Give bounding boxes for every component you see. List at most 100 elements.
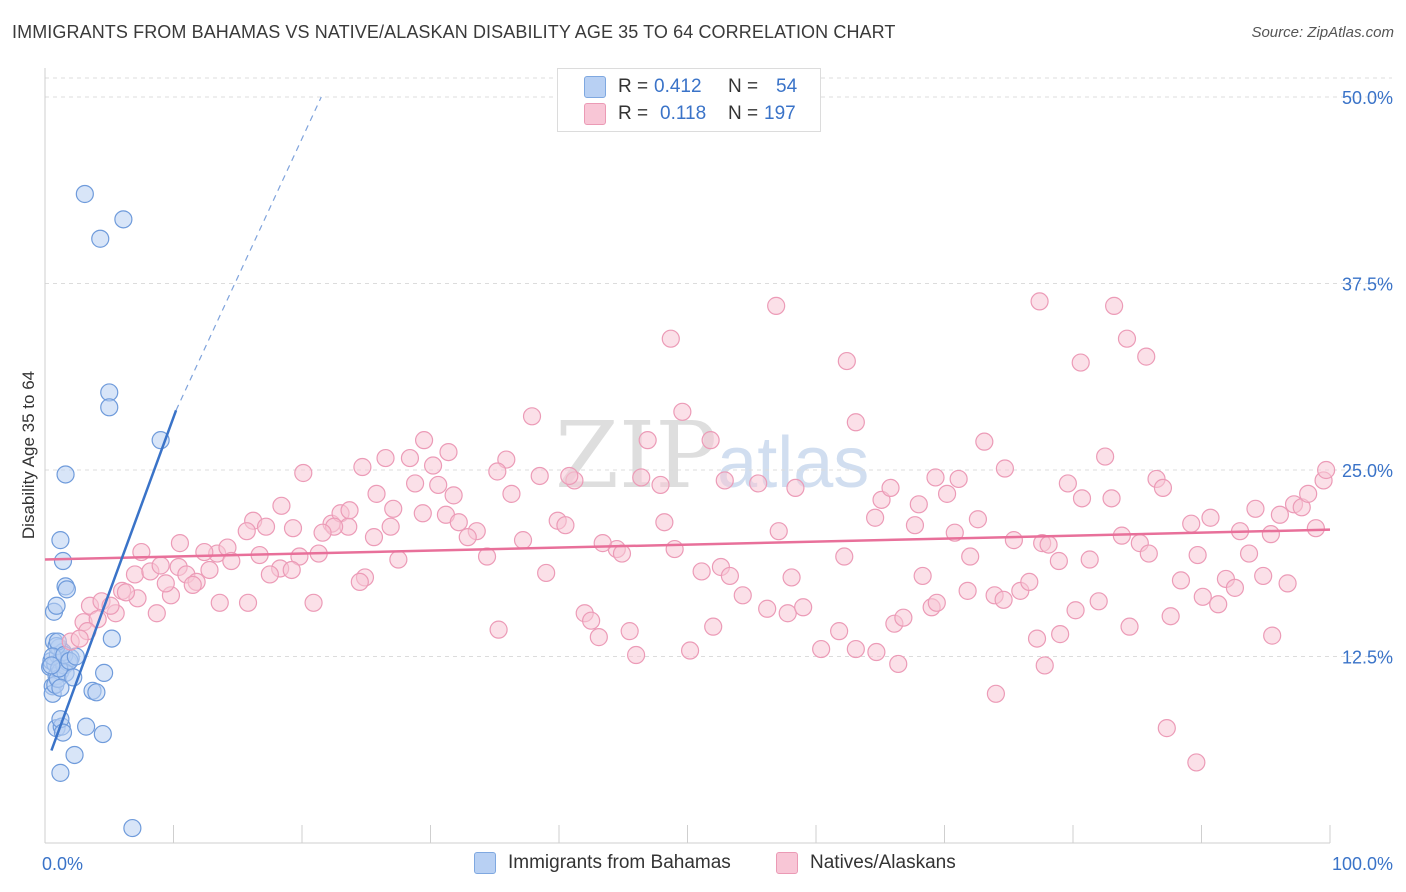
point-natives-alaskans bbox=[612, 544, 632, 563]
point-immigrants-bahamas bbox=[51, 678, 70, 697]
legend-n-label: N = bbox=[728, 103, 759, 124]
point-natives-alaskans bbox=[769, 522, 788, 541]
point-natives-alaskans bbox=[1105, 296, 1124, 315]
point-natives-alaskans bbox=[125, 565, 145, 584]
point-natives-alaskans bbox=[238, 593, 258, 612]
point-immigrants-bahamas bbox=[87, 683, 106, 702]
point-natives-alaskans bbox=[651, 475, 670, 495]
point-natives-alaskans bbox=[830, 622, 849, 641]
point-natives-alaskans bbox=[846, 413, 865, 432]
point-natives-alaskans bbox=[1072, 489, 1092, 508]
y-tick-label: 50.0% bbox=[1342, 88, 1393, 108]
point-natives-alaskans bbox=[294, 463, 313, 483]
legend-n-value: 54 bbox=[776, 76, 798, 97]
point-natives-alaskans bbox=[767, 296, 786, 315]
point-natives-alaskans bbox=[894, 608, 913, 627]
point-natives-alaskans bbox=[1066, 601, 1085, 620]
point-immigrants-bahamas bbox=[65, 745, 84, 765]
point-natives-alaskans bbox=[927, 593, 946, 612]
point-natives-alaskans bbox=[488, 462, 507, 481]
point-natives-alaskans bbox=[632, 468, 651, 487]
point-natives-alaskans bbox=[237, 522, 256, 541]
point-natives-alaskans bbox=[846, 639, 865, 659]
point-natives-alaskans bbox=[200, 560, 219, 580]
point-natives-alaskans bbox=[1027, 629, 1047, 648]
point-immigrants-bahamas bbox=[51, 531, 70, 550]
point-natives-alaskans bbox=[1270, 505, 1289, 524]
point-natives-alaskans bbox=[1080, 550, 1099, 569]
point-natives-alaskans bbox=[151, 556, 170, 575]
point-natives-alaskans bbox=[1071, 353, 1090, 372]
legend-item-natives[interactable]: Natives/Alaskans bbox=[776, 852, 956, 874]
point-natives-alaskans bbox=[1188, 545, 1207, 565]
y-tick-label: 25.0% bbox=[1342, 461, 1393, 481]
point-natives-alaskans bbox=[272, 496, 291, 515]
point-natives-alaskans bbox=[680, 641, 700, 660]
point-natives-alaskans bbox=[400, 448, 420, 468]
point-natives-alaskans bbox=[704, 617, 723, 636]
trend-extension-bahamas bbox=[175, 96, 322, 411]
point-natives-alaskans bbox=[881, 478, 900, 498]
point-natives-alaskans bbox=[1030, 292, 1049, 311]
point-natives-alaskans bbox=[1182, 514, 1201, 533]
point-natives-alaskans bbox=[837, 351, 856, 371]
point-immigrants-bahamas bbox=[114, 210, 133, 229]
point-immigrants-bahamas bbox=[53, 551, 73, 571]
point-natives-alaskans bbox=[968, 510, 988, 529]
series-natives-alaskans bbox=[61, 292, 1336, 772]
legend-swatch-pink bbox=[776, 852, 798, 874]
point-natives-alaskans bbox=[733, 586, 752, 605]
point-natives-alaskans bbox=[1263, 626, 1282, 645]
point-natives-alaskans bbox=[949, 469, 968, 489]
point-immigrants-bahamas bbox=[56, 465, 75, 484]
point-natives-alaskans bbox=[405, 474, 425, 493]
y-tick-label: 12.5% bbox=[1342, 648, 1393, 668]
point-natives-alaskans bbox=[560, 466, 579, 486]
point-natives-alaskans bbox=[782, 568, 801, 587]
point-immigrants-bahamas bbox=[47, 596, 66, 615]
watermark-zip: ZIP bbox=[555, 402, 718, 509]
point-natives-alaskans bbox=[210, 593, 229, 612]
legend-row-natives: R = 0.118 N = 197 bbox=[558, 101, 796, 127]
point-natives-alaskans bbox=[889, 654, 908, 674]
point-natives-alaskans bbox=[937, 484, 957, 503]
source-label: Source: ZipAtlas.com bbox=[1251, 24, 1394, 41]
point-natives-alaskans bbox=[866, 508, 885, 527]
trend-line-bahamas bbox=[50, 409, 178, 751]
point-natives-alaskans bbox=[1201, 508, 1220, 527]
point-natives-alaskans bbox=[909, 495, 928, 514]
point-natives-alaskans bbox=[222, 551, 241, 571]
point-natives-alaskans bbox=[749, 474, 768, 493]
point-natives-alaskans bbox=[530, 466, 549, 486]
x-tick-label-min: 0.0% bbox=[42, 854, 83, 874]
point-immigrants-bahamas bbox=[77, 717, 96, 736]
point-natives-alaskans bbox=[183, 575, 202, 594]
legend-item-bahamas[interactable]: Immigrants from Bahamas bbox=[474, 852, 731, 874]
point-natives-alaskans bbox=[867, 642, 886, 662]
point-natives-alaskans bbox=[926, 468, 945, 487]
legend-label-natives: Natives/Alaskans bbox=[810, 852, 956, 873]
point-natives-alaskans bbox=[620, 622, 639, 641]
point-natives-alaskans bbox=[1153, 478, 1173, 498]
x-tick-label-max: 100.0% bbox=[1332, 854, 1393, 874]
point-natives-alaskans bbox=[1306, 519, 1325, 538]
point-natives-alaskans bbox=[283, 519, 303, 538]
point-natives-alaskans bbox=[156, 574, 175, 593]
point-natives-alaskans bbox=[1139, 544, 1158, 563]
point-natives-alaskans bbox=[1035, 656, 1054, 675]
point-natives-alaskans bbox=[313, 523, 332, 542]
point-natives-alaskans bbox=[556, 516, 575, 535]
point-immigrants-bahamas bbox=[93, 724, 112, 744]
point-natives-alaskans bbox=[1039, 535, 1058, 554]
point-natives-alaskans bbox=[1209, 595, 1228, 614]
point-natives-alaskans bbox=[582, 611, 601, 630]
point-natives-alaskans bbox=[994, 590, 1013, 609]
point-natives-alaskans bbox=[905, 516, 925, 535]
legend-swatch-blue bbox=[474, 852, 496, 874]
point-natives-alaskans bbox=[720, 566, 740, 586]
point-natives-alaskans bbox=[638, 431, 657, 450]
point-natives-alaskans bbox=[513, 531, 533, 550]
point-natives-alaskans bbox=[945, 523, 964, 542]
point-natives-alaskans bbox=[458, 528, 477, 547]
point-natives-alaskans bbox=[958, 581, 977, 600]
